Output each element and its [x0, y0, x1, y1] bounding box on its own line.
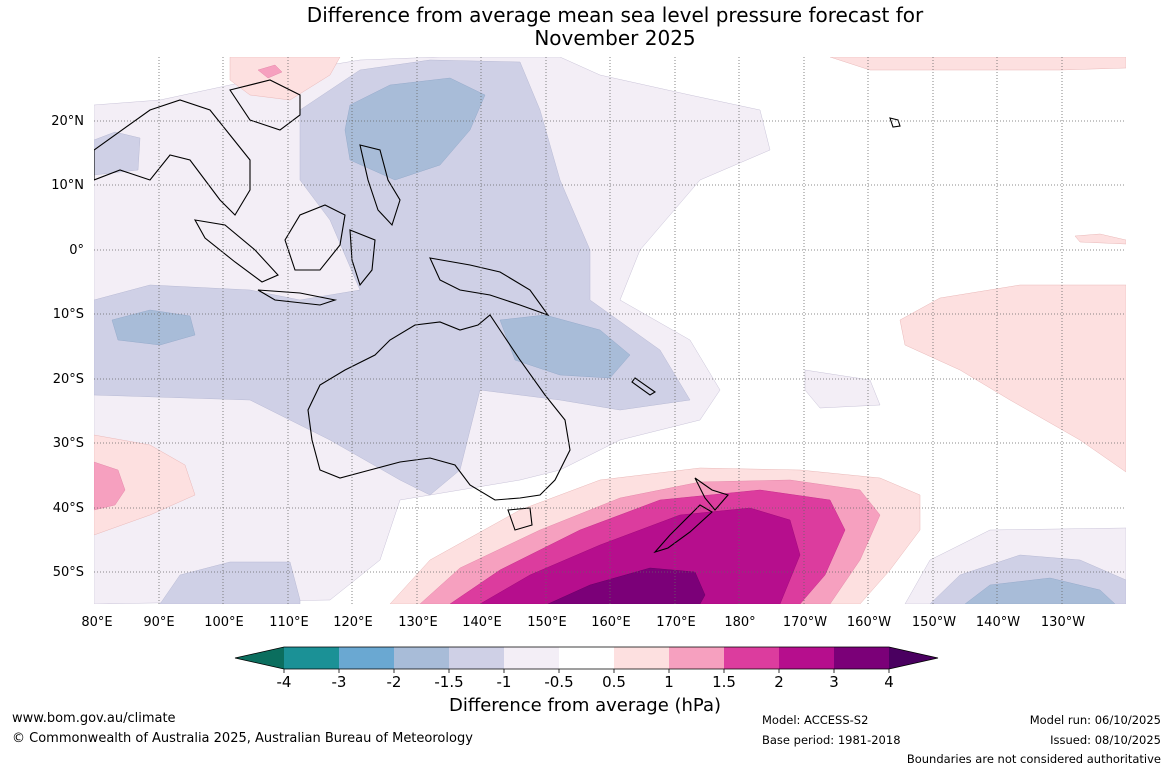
colorbar-tick-label: 0.5: [602, 673, 626, 691]
lon-label-90e: 90°E: [143, 615, 174, 630]
lat-label-50s: 50°S: [53, 565, 84, 580]
colorbar-swatch-pos05: [614, 647, 669, 669]
website-link[interactable]: www.bom.gov.au/climate: [12, 711, 176, 726]
boundaries-disclaimer: Boundaries are not considered authoritat…: [906, 752, 1161, 766]
model-info: Model: ACCESS-S2: [762, 713, 869, 727]
lon-label-160e: 160°E: [591, 615, 631, 630]
copyright-notice: © Commonwealth of Australia 2025, Austra…: [12, 731, 473, 746]
anomaly-region-pos1-north: [257, 64, 283, 79]
anomaly-region-pos1-indian-ocean: [94, 461, 126, 511]
colorbar-tick-label: -4: [277, 673, 292, 691]
lon-label-80e: 80°E: [81, 615, 112, 630]
colorbar-arrow-right: [889, 647, 938, 669]
colorbar-tick-marks: [283, 669, 890, 673]
colorbar-swatch-neg2: [339, 647, 394, 669]
anomaly-region-pos05-east-equator: [1074, 233, 1126, 245]
lat-label-20s: 20°S: [53, 372, 84, 387]
new-caledonia-coastline: [631, 377, 657, 396]
anomaly-region-neg1-northwest: [94, 131, 141, 176]
lon-label-130w: 130°W: [1041, 615, 1085, 630]
lon-label-150e: 150°E: [527, 615, 567, 630]
lon-label-150w: 150°W: [912, 615, 956, 630]
colorbar-swatch-neg15: [394, 647, 449, 669]
lon-label-180: 180°: [724, 615, 755, 630]
australia-coastline: [307, 314, 571, 501]
lat-label-10n: 10°N: [51, 178, 84, 193]
lon-label-140e: 140°E: [462, 615, 502, 630]
map-plot-area: [94, 57, 1126, 604]
lon-label-170e: 170°E: [656, 615, 696, 630]
anomaly-region-pos05-northeast: [829, 57, 1126, 71]
anomaly-region-pos2-tasman: [479, 507, 801, 604]
colorbar-tick-labels: -4 -3 -2 -1.5 -1 -0.5 0.5 1 1.5 2 3 4: [277, 673, 894, 691]
colorbar-swatch-zero: [559, 647, 614, 669]
colorbar-swatch-neg1: [449, 647, 504, 669]
lon-label-130e: 130°E: [398, 615, 438, 630]
lon-label-140w: 140°W: [976, 615, 1020, 630]
colorbar-tick-label: -0.5: [544, 673, 573, 691]
lat-label-40s: 40°S: [53, 501, 84, 516]
title-line-2: November 2025: [534, 26, 696, 50]
map-title: Difference from average mean sea level p…: [180, 4, 1050, 50]
colorbar-tick-label: 1.5: [712, 673, 736, 691]
colorbar-tick-label: -1.5: [434, 673, 463, 691]
colorbar-swatch-pos15: [724, 647, 779, 669]
anomaly-region-neg15-indian-ocean: [111, 309, 196, 346]
anomaly-region-neg1-south: [159, 561, 301, 604]
lat-label-0: 0°: [69, 243, 84, 258]
philippines-coastline: [359, 144, 401, 227]
colorbar-swatch-pos2: [779, 647, 834, 669]
model-run-info: Model run: 06/10/2025: [1029, 713, 1161, 727]
latitude-labels: 20°N 10°N 0° 10°S 20°S 30°S 40°S 50°S: [51, 114, 84, 580]
anomaly-region-neg15-philippine-sea: [344, 77, 486, 181]
anomaly-region-pos05-indian-ocean: [94, 434, 196, 536]
colorbar-swatch-pos3: [834, 647, 889, 669]
anomaly-region-pos05-south-pacific: [899, 284, 1126, 473]
lat-label-30s: 30°S: [53, 436, 84, 451]
lon-label-110e: 110°E: [269, 615, 309, 630]
longitude-labels: 80°E 90°E 100°E 110°E 120°E 130°E 140°E …: [81, 615, 1085, 630]
anomaly-region-neg15-coral-sea: [499, 314, 631, 379]
base-period-info: Base period: 1981-2018: [762, 733, 901, 747]
colorbar-tick-label: 1: [664, 673, 674, 691]
new-zealand-south-coastline: [653, 504, 713, 554]
sumatra-coastline: [193, 219, 279, 283]
colorbar-tick-label: -1: [497, 673, 512, 691]
new-guinea-coastline: [429, 257, 550, 317]
colorbar-tick-label: -3: [332, 673, 347, 691]
lat-label-20n: 20°N: [51, 114, 84, 129]
colorbar-title: Difference from average (hPa): [448, 695, 722, 716]
borneo-coastline: [284, 204, 346, 271]
java-coastline: [257, 289, 338, 306]
issued-info: Issued: 08/10/2025: [1050, 733, 1161, 747]
anomaly-region-neg15-southeast: [964, 577, 1116, 604]
asia-mainland-coastline: [94, 79, 301, 216]
colorbar-swatch-neg3: [284, 647, 339, 669]
hawaii-coastline: [889, 117, 901, 128]
colorbar-swatch-neg05: [504, 647, 559, 669]
tasmania-coastline: [507, 507, 533, 531]
lon-label-120e: 120°E: [333, 615, 373, 630]
anomaly-region-neg05-east: [804, 369, 881, 409]
colorbar-swatch-pos1: [669, 647, 724, 669]
new-zealand-north-coastline: [694, 477, 729, 511]
colorbar-tick-label: 4: [884, 673, 894, 691]
lat-label-10s: 10°S: [53, 307, 84, 322]
title-line-1: Difference from average mean sea level p…: [306, 3, 924, 27]
anomaly-region-neg1-main: [94, 59, 691, 496]
lon-label-170w: 170°W: [783, 615, 827, 630]
colorbar: -4 -3 -2 -1.5 -1 -0.5 0.5 1 1.5 2 3 4: [234, 646, 939, 691]
lon-label-100e: 100°E: [204, 615, 244, 630]
colorbar-tick-label: 2: [774, 673, 784, 691]
lon-label-160w: 160°W: [847, 615, 891, 630]
colorbar-arrow-left: [235, 647, 284, 669]
anomaly-region-pos05-north: [229, 57, 341, 101]
colorbar-tick-label: 3: [829, 673, 839, 691]
colorbar-tick-label: -2: [387, 673, 402, 691]
graticule: [94, 57, 1126, 604]
